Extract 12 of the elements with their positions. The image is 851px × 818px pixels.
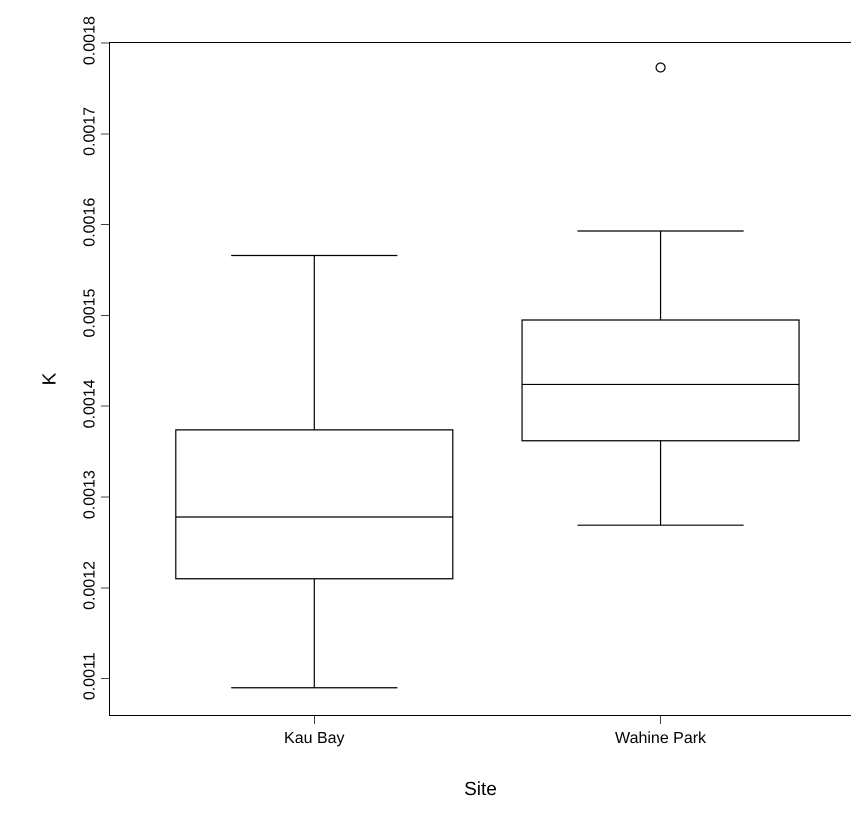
y-tick-label: 0.0016 xyxy=(82,198,99,247)
y-tick-label: 0.0011 xyxy=(82,652,99,700)
y-tick-label: 0.0018 xyxy=(82,16,99,66)
y-tick-label: 0.0014 xyxy=(82,379,99,428)
x-tick-label: Kau Bay xyxy=(284,730,345,748)
y-axis-title: K xyxy=(39,372,60,386)
y-tick-label: 0.0017 xyxy=(82,106,99,156)
y-tick-label: 0.0015 xyxy=(82,288,99,338)
y-tick-label: 0.0013 xyxy=(82,470,99,520)
y-tick-label: 0.0012 xyxy=(82,560,99,610)
x-tick-label: Wahine Park xyxy=(615,730,708,748)
x-axis-title: Site xyxy=(464,779,497,800)
